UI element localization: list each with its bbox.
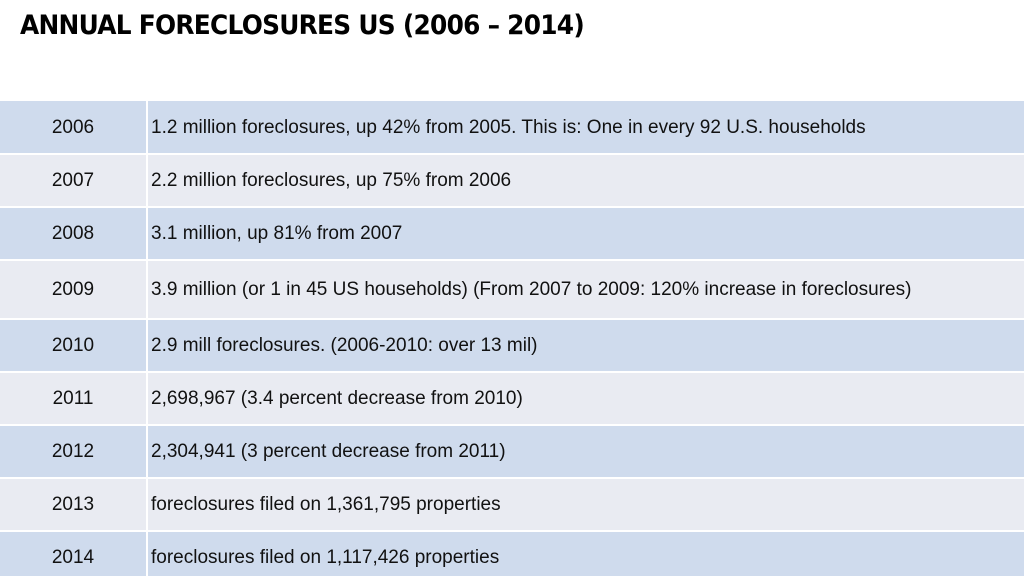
description-cell: 3.1 million, up 81% from 2007 [147, 207, 1024, 261]
slide-title: ANNUAL FORECLOSURES US (2006 – 2014) [20, 10, 585, 41]
table-row: 2008 3.1 million, up 81% from 2007 [0, 207, 1024, 261]
table-row: 2010 2.9 mill foreclosures. (2006-2010: … [0, 319, 1024, 373]
table-row: 2012 2,304,941 (3 percent decrease from … [0, 425, 1024, 479]
table-row: 2013 foreclosures filed on 1,361,795 pro… [0, 478, 1024, 532]
description-cell: 2,304,941 (3 percent decrease from 2011) [147, 425, 1024, 479]
table-row: 2009 3.9 million (or 1 in 45 US househol… [0, 260, 1024, 320]
year-cell: 2010 [0, 319, 148, 373]
table-row: 2006 1.2 million foreclosures, up 42% fr… [0, 101, 1024, 155]
year-cell: 2013 [0, 478, 148, 532]
description-cell: 2,698,967 (3.4 percent decrease from 201… [147, 372, 1024, 426]
year-cell: 2008 [0, 207, 148, 261]
year-cell: 2009 [0, 260, 148, 320]
table-row: 2014 foreclosures filed on 1,117,426 pro… [0, 531, 1024, 576]
table-row: 2007 2.2 million foreclosures, up 75% fr… [0, 154, 1024, 208]
foreclosure-table-container: 2006 1.2 million foreclosures, up 42% fr… [0, 101, 1024, 576]
year-cell: 2011 [0, 372, 148, 426]
description-cell: 3.9 million (or 1 in 45 US households) (… [147, 260, 1024, 320]
description-cell: foreclosures filed on 1,361,795 properti… [147, 478, 1024, 532]
year-cell: 2007 [0, 154, 148, 208]
foreclosure-table: 2006 1.2 million foreclosures, up 42% fr… [0, 101, 1024, 576]
description-cell: 2.9 mill foreclosures. (2006-2010: over … [147, 319, 1024, 373]
description-cell: 1.2 million foreclosures, up 42% from 20… [147, 101, 1024, 155]
year-cell: 2006 [0, 101, 148, 155]
year-cell: 2012 [0, 425, 148, 479]
table-row: 2011 2,698,967 (3.4 percent decrease fro… [0, 372, 1024, 426]
year-cell: 2014 [0, 531, 148, 576]
description-cell: 2.2 million foreclosures, up 75% from 20… [147, 154, 1024, 208]
description-cell: foreclosures filed on 1,117,426 properti… [147, 531, 1024, 576]
